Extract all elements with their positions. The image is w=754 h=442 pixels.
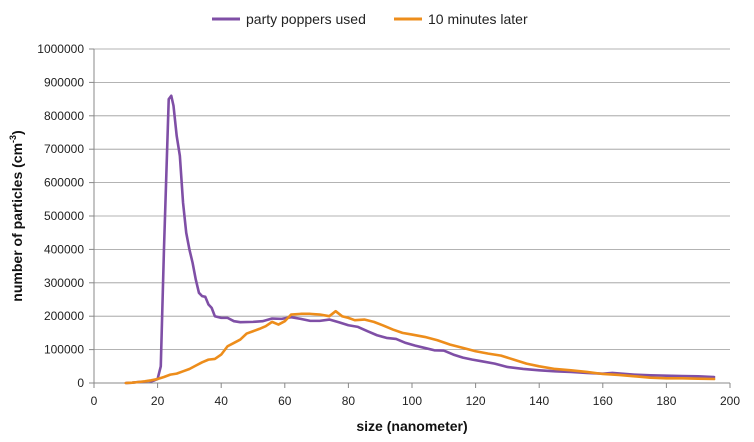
series-layer	[124, 94, 716, 385]
x-tick-label: 100	[402, 394, 422, 408]
x-tick-label: 60	[278, 394, 292, 408]
y-axis-title: number of particles (cm-3)	[8, 130, 25, 301]
series-line-10-minutes-later	[124, 309, 716, 385]
x-tick-label: 200	[720, 394, 740, 408]
y-tick-label: 700000	[44, 142, 84, 156]
x-tick-label: 120	[466, 394, 486, 408]
x-tick-label: 160	[593, 394, 613, 408]
y-axis-title-close: )	[9, 130, 25, 135]
x-tick-label: 20	[151, 394, 165, 408]
x-axis-title: size (nanometer)	[356, 418, 467, 434]
x-tick-label: 40	[215, 394, 229, 408]
series-line-party-poppers-used	[124, 94, 716, 385]
y-tick-label: 300000	[44, 276, 84, 290]
gridlines	[94, 48, 730, 351]
y-tick-label: 400000	[44, 242, 84, 256]
x-tick-label: 180	[656, 394, 676, 408]
legend: party poppers used 10 minutes later	[212, 11, 528, 27]
legend-label-party-poppers: party poppers used	[246, 11, 366, 27]
y-axis-title-main: number of particles (cm	[9, 143, 25, 302]
y-tick-label: 600000	[44, 176, 84, 190]
y-tick-label: 200000	[44, 309, 84, 323]
y-tick-label: 500000	[44, 209, 84, 223]
x-tick-label: 0	[91, 394, 98, 408]
y-axis-title-sup: -3	[8, 135, 18, 143]
axes: 0 100000 200000 300000 400000 500000 600000 700…	[37, 42, 740, 408]
y-tick-label: 900000	[44, 75, 84, 89]
x-tick-label: 80	[342, 394, 356, 408]
legend-label-10-minutes-later: 10 minutes later	[428, 11, 528, 27]
y-tick-label: 800000	[44, 109, 84, 123]
y-tick-label: 0	[77, 376, 84, 390]
y-tick-label: 1000000	[37, 42, 84, 56]
y-tick-label: 100000	[44, 343, 84, 357]
x-tick-label: 140	[529, 394, 549, 408]
